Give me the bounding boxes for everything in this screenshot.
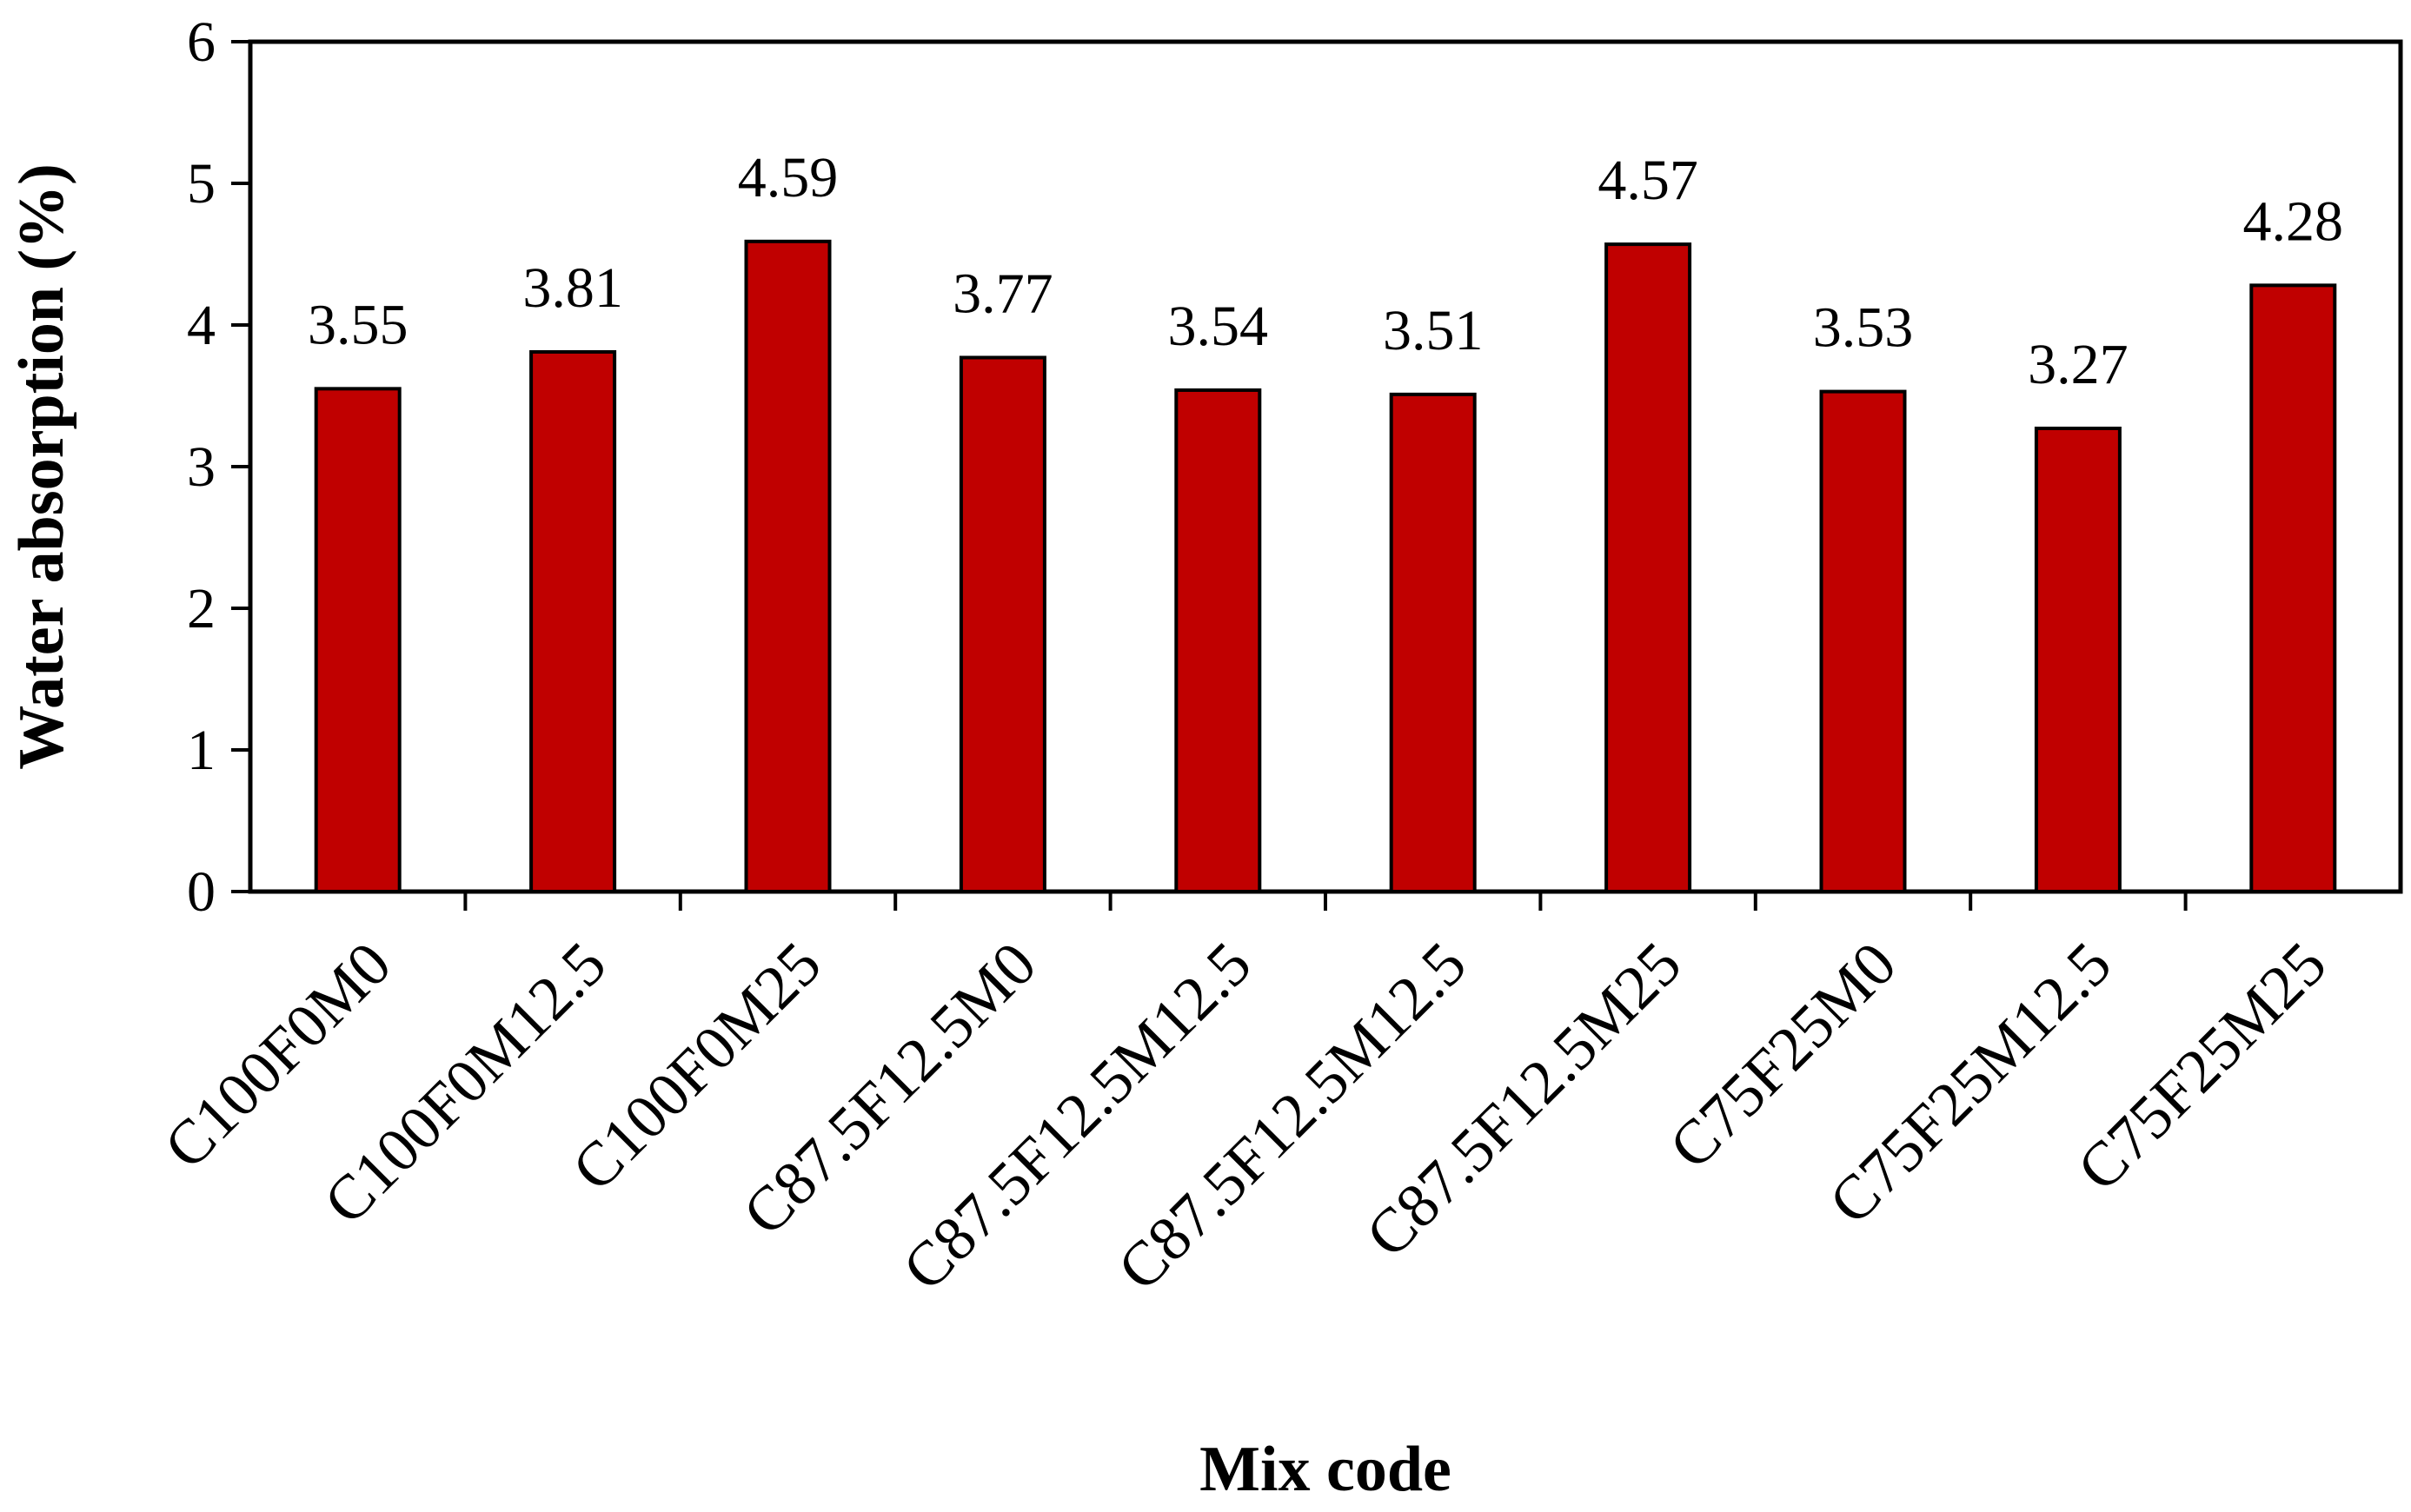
data-label: 3.27 <box>2028 333 2129 396</box>
y-tick-label: 5 <box>187 152 216 216</box>
data-label: 3.77 <box>953 262 1053 325</box>
data-label: 3.51 <box>1383 299 1484 362</box>
bar <box>744 239 832 893</box>
bar <box>314 387 402 894</box>
x-axis <box>463 892 2188 911</box>
y-axis-title: Water absorption (%) <box>6 163 77 770</box>
bar <box>1389 392 1477 893</box>
data-label: 3.81 <box>522 256 623 320</box>
data-label: 3.53 <box>1813 296 1914 360</box>
bar <box>529 349 617 894</box>
bar <box>2249 283 2337 893</box>
y-tick-label: 3 <box>187 435 216 499</box>
y-tick-label: 4 <box>187 294 216 357</box>
y-tick-label: 1 <box>187 719 216 782</box>
bar-series <box>314 239 2337 894</box>
category-labels: C100F0M0C100F0M12.5C100F0M25C87.5F12.5M0… <box>151 929 2340 1303</box>
y-tick-label: 2 <box>187 577 216 640</box>
bar <box>1819 389 1907 893</box>
bar <box>1604 242 1692 893</box>
y-tick-label: 0 <box>187 860 216 924</box>
y-axis: 0 1 2 3 4 5 6 <box>187 10 250 924</box>
data-label: 3.55 <box>308 293 408 356</box>
bar <box>1174 388 1262 894</box>
data-label: 4.59 <box>738 146 839 209</box>
data-labels: 3.55 3.81 4.59 3.77 3.54 3.51 4.57 3.53 3.27 4.28 <box>308 146 2343 396</box>
bar <box>2034 426 2122 893</box>
y-tick-label: 6 <box>187 10 216 74</box>
bar <box>959 355 1046 893</box>
data-label: 4.28 <box>2243 189 2344 253</box>
x-axis-title: Mix code <box>1199 1434 1451 1505</box>
data-label: 4.57 <box>1597 149 1698 212</box>
data-label: 3.54 <box>1168 295 1269 358</box>
